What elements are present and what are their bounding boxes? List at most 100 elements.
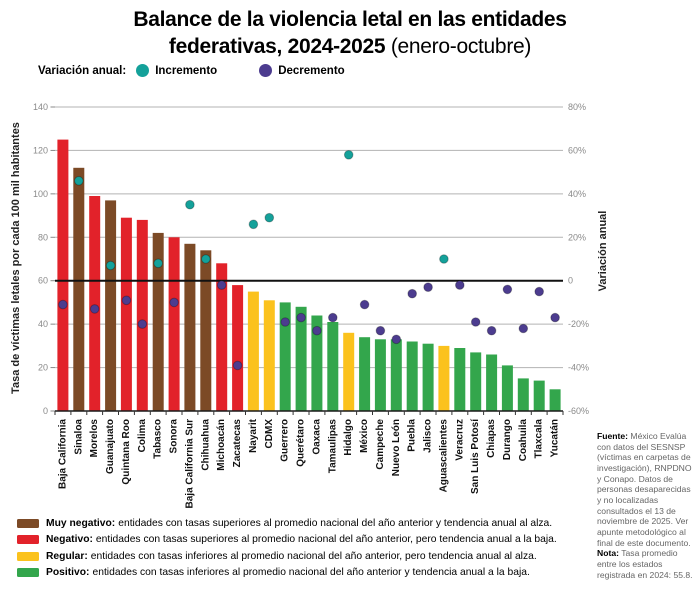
bar-puebla bbox=[406, 341, 418, 411]
bar-chiapas bbox=[486, 354, 498, 411]
incremento-dot-icon bbox=[136, 64, 150, 77]
dot-sonora bbox=[169, 297, 179, 308]
decremento-label: Decremento bbox=[278, 64, 345, 77]
dot-sinaloa bbox=[74, 176, 84, 186]
negativo-label: Negativo: bbox=[46, 534, 93, 546]
title-line1: Balance de la violencia letal en las ent… bbox=[133, 8, 567, 31]
x-label-tabasco: Tabasco bbox=[153, 419, 164, 459]
dot-veracruz bbox=[455, 280, 465, 290]
legend-row-negativo: Negativo: entidades con tasas superiores… bbox=[17, 532, 592, 549]
muy-negativo-label: Muy negativo: bbox=[46, 517, 116, 529]
fuente-paragraph: Fuente: México Evalúa con datos del SESN… bbox=[597, 431, 694, 548]
legend-item-incremento: Incremento bbox=[136, 64, 217, 77]
bar-chihuahua bbox=[200, 250, 212, 411]
x-label-guanajuato: Guanajuato bbox=[105, 419, 116, 474]
x-label-durango: Durango bbox=[502, 419, 513, 460]
x-label-tamaulipas: Tamaulipas bbox=[327, 419, 338, 474]
dot-cdmx bbox=[264, 212, 275, 223]
dot-colima bbox=[137, 319, 148, 329]
legend-row-regular: Regular: entidades con tasas inferiores … bbox=[17, 548, 592, 565]
x-label-tlaxcala: Tlaxcala bbox=[534, 419, 545, 459]
muy-negativo-chip-icon bbox=[17, 518, 39, 528]
x-label-morelos: Morelos bbox=[89, 419, 100, 458]
bar-colima bbox=[136, 219, 148, 411]
positivo-chip-icon bbox=[17, 568, 39, 578]
bar-sonora bbox=[168, 237, 180, 411]
bar-méxico bbox=[359, 337, 371, 411]
left-tick-label-100: 100 bbox=[33, 189, 48, 199]
bar-morelos bbox=[89, 196, 101, 411]
bar-tamaulipas bbox=[327, 322, 339, 411]
x-label-méxico: México bbox=[359, 419, 370, 453]
bar-yucatán bbox=[549, 389, 561, 411]
x-label-puebla: Puebla bbox=[407, 419, 418, 452]
right-tick-label-60: 60% bbox=[568, 145, 586, 155]
incremento-label: Incremento bbox=[155, 64, 218, 77]
bar-campeche bbox=[374, 339, 386, 411]
left-tick-label-80: 80 bbox=[38, 232, 48, 242]
bar-baja-california bbox=[57, 139, 69, 411]
x-label-sonora: Sonora bbox=[169, 419, 180, 454]
title-line2: federativas, 2024-2025 (enero-octubre) bbox=[168, 35, 532, 58]
regular-label: Regular: bbox=[46, 550, 88, 562]
bar-oaxaca bbox=[311, 315, 323, 411]
x-label-michoacán: Michoacán bbox=[216, 419, 227, 471]
dot-baja-california-sur bbox=[185, 199, 195, 210]
dot-nayarit bbox=[248, 219, 259, 230]
bar-michoacán bbox=[216, 263, 228, 411]
dot-tlaxcala bbox=[534, 286, 545, 297]
page-title: Balance de la violencia letal en las ent… bbox=[0, 6, 700, 60]
x-label-nuevo-león: Nuevo León bbox=[391, 419, 402, 476]
regular-chip-icon bbox=[17, 551, 39, 561]
x-label-nayarit: Nayarit bbox=[248, 418, 259, 453]
dot-hidalgo bbox=[343, 150, 354, 160]
bar-san-luis-potosí bbox=[470, 352, 482, 411]
dot-nuevo-león bbox=[391, 334, 402, 345]
dot-baja-california bbox=[58, 299, 68, 310]
bar-baja-california-sur bbox=[184, 243, 196, 411]
bar-nayarit bbox=[247, 291, 259, 411]
dot-oaxaca bbox=[312, 325, 322, 336]
left-tick-label-140: 140 bbox=[33, 102, 48, 112]
x-label-zacatecas: Zacatecas bbox=[232, 419, 243, 468]
dot-san-luis-potosí bbox=[470, 317, 481, 327]
x-label-oaxaca: Oaxaca bbox=[311, 419, 322, 455]
dot-chiapas bbox=[486, 325, 497, 336]
legend-row-positivo: Positivo: entidades con tasas inferiores… bbox=[17, 565, 592, 582]
x-label-chihuahua: Chihuahua bbox=[200, 419, 211, 471]
x-label-aguascalientes: Aguascalientes bbox=[438, 419, 449, 493]
dot-guanajuato bbox=[105, 260, 116, 271]
negativo-text: entidades con tasas superiores al promed… bbox=[95, 534, 557, 546]
x-label-baja-california: Baja California bbox=[57, 419, 68, 489]
nota-text: Tasa promedio entre los estados registra… bbox=[597, 548, 693, 580]
muy-negativo-text: entidades con tasas superiores al promed… bbox=[118, 517, 553, 529]
x-label-coahuila: Coahuila bbox=[518, 419, 529, 462]
nota-paragraph: Nota: Tasa promedio entre los estados re… bbox=[597, 548, 694, 580]
bar-hidalgo bbox=[343, 332, 355, 411]
x-label-campeche: Campeche bbox=[375, 419, 386, 470]
bar-tabasco bbox=[152, 232, 164, 411]
source-note: Fuente: México Evalúa con datos del SESN… bbox=[597, 431, 694, 580]
dot-quintana-roo bbox=[121, 295, 132, 306]
bar-veracruz bbox=[454, 348, 466, 411]
x-label-veracruz: Veracruz bbox=[454, 419, 465, 461]
bar-zacatecas bbox=[232, 285, 244, 411]
dot-puebla bbox=[407, 288, 418, 299]
x-label-chiapas: Chiapas bbox=[486, 419, 497, 458]
dot-guerrero bbox=[280, 317, 291, 327]
dot-campeche bbox=[375, 325, 386, 336]
right-tick-label-0: 0 bbox=[568, 276, 573, 286]
dot-michoacán bbox=[216, 280, 227, 290]
x-label-cdmx: CDMX bbox=[264, 419, 275, 449]
dot-chihuahua bbox=[201, 254, 211, 264]
right-tick-label-20: 20% bbox=[568, 232, 586, 242]
bar-querétaro bbox=[295, 306, 307, 411]
dot-querétaro bbox=[296, 312, 306, 323]
negativo-chip-icon bbox=[17, 535, 39, 545]
positivo-text: entidades con tasas inferiores al promed… bbox=[92, 567, 530, 579]
left-tick-label-0: 0 bbox=[43, 406, 48, 416]
left-tick-label-40: 40 bbox=[38, 319, 48, 329]
dot-jalisco bbox=[423, 282, 433, 293]
